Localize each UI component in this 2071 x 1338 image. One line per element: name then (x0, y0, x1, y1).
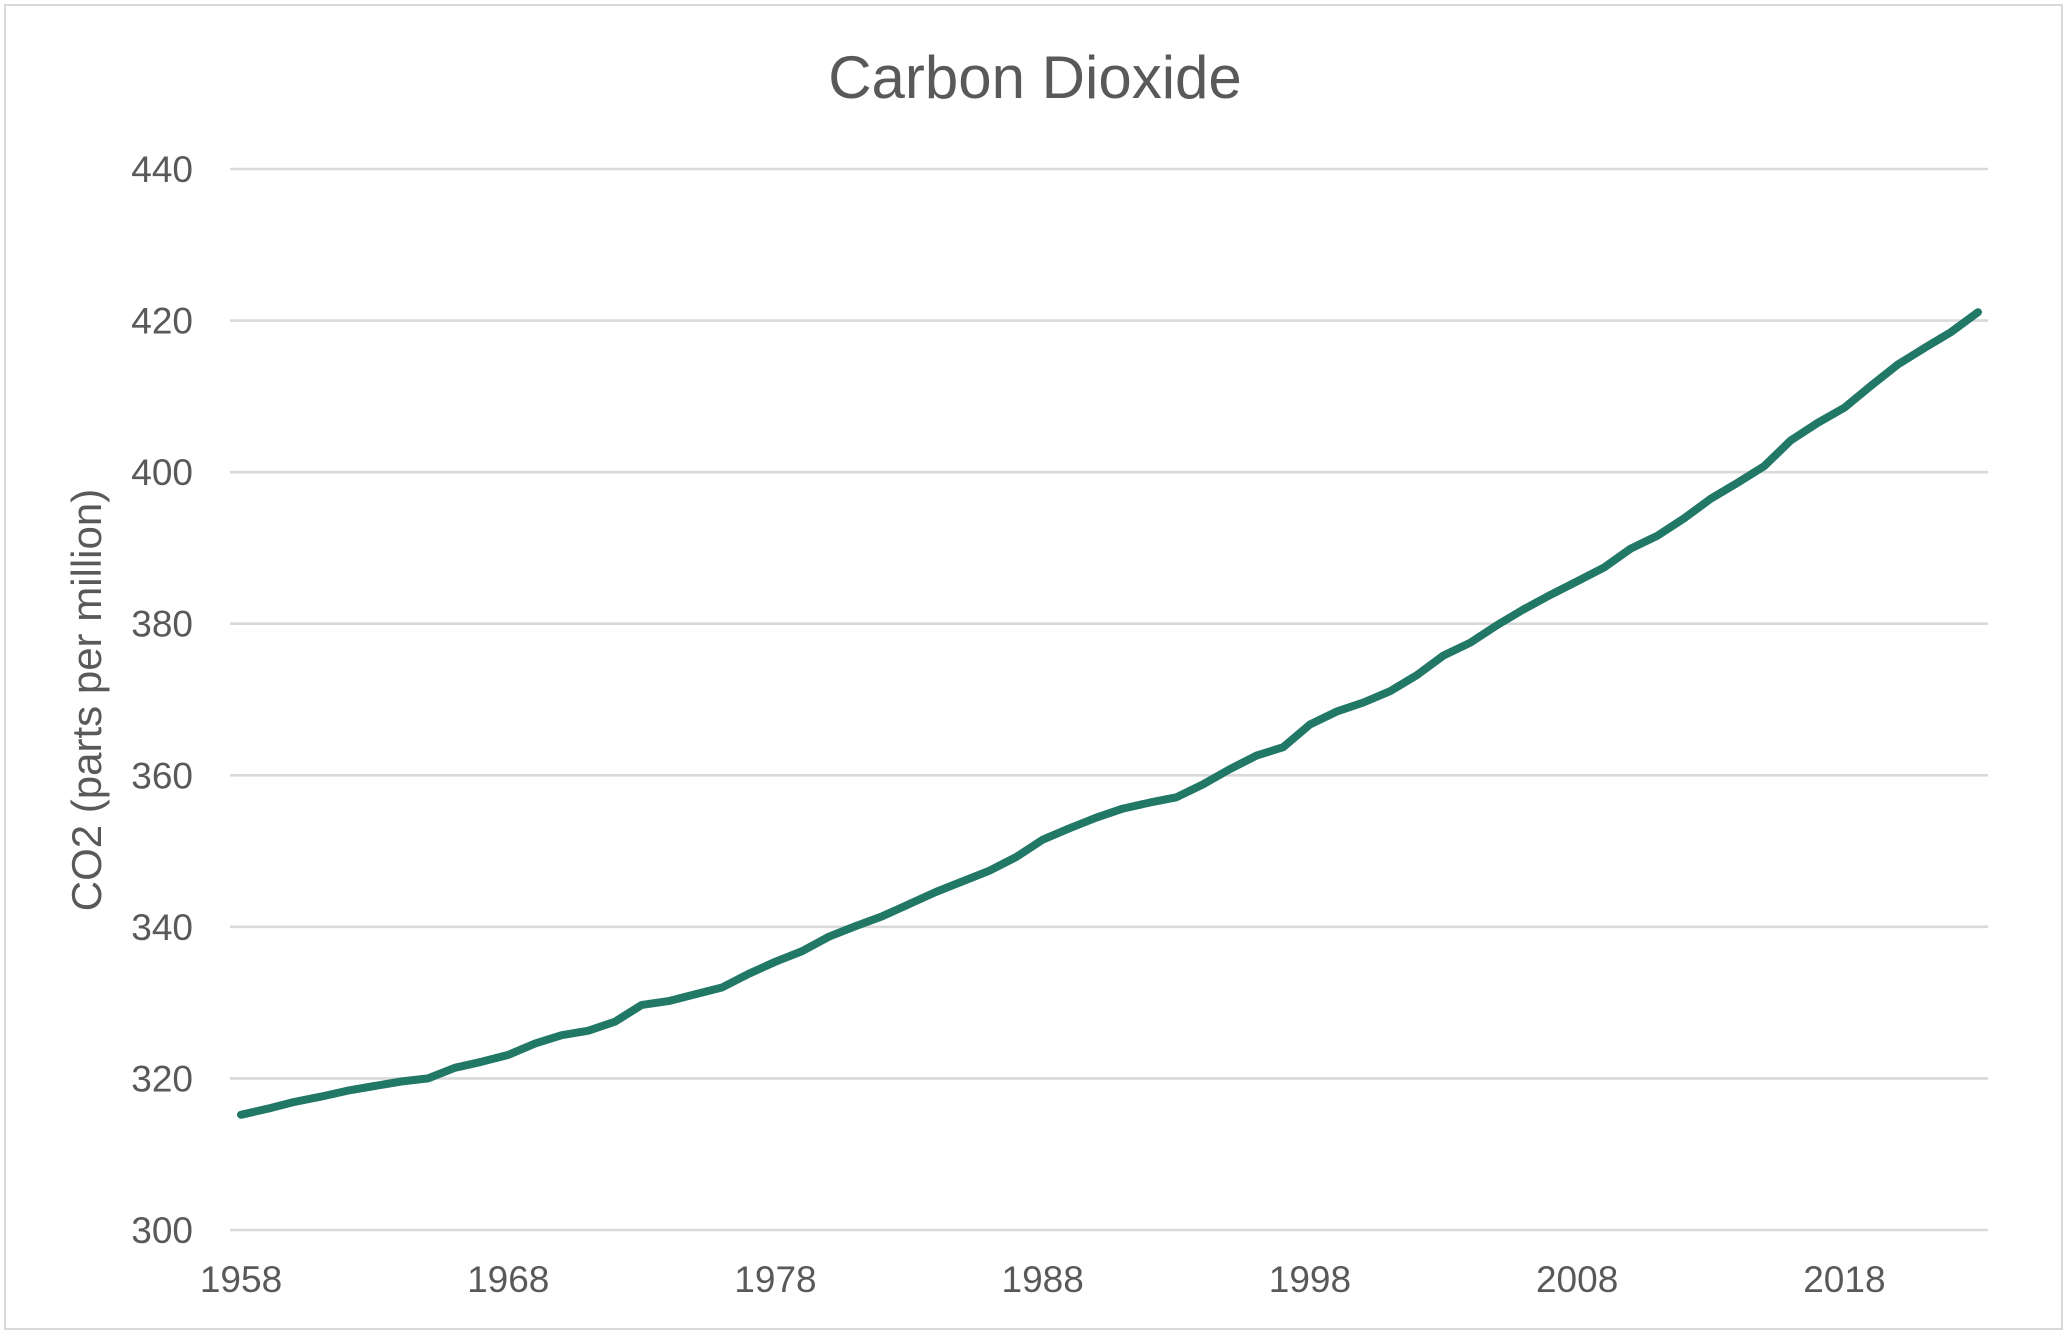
y-tick-label: 320 (131, 1058, 193, 1099)
chart-title: Carbon Dioxide (828, 44, 1242, 111)
gridlines (230, 167, 1988, 1232)
x-tick-label: 2018 (1803, 1259, 1885, 1300)
chart-frame (4, 4, 2063, 1330)
y-axis-title: CO2 (parts per million) (63, 489, 110, 911)
y-tick-label: 360 (131, 755, 193, 796)
y-tick-label: 440 (131, 149, 193, 190)
x-tick-label: 1988 (1002, 1259, 1084, 1300)
x-tick-label: 1998 (1269, 1259, 1351, 1300)
y-tick-label: 340 (131, 907, 193, 948)
y-tick-label: 420 (131, 301, 193, 342)
x-tick-label: 1968 (467, 1259, 549, 1300)
x-tick-label: 1978 (734, 1259, 816, 1300)
y-tick-label: 400 (131, 452, 193, 493)
x-axis-tick-labels: 1958 1968 1978 1988 1998 2008 2018 (200, 1259, 1886, 1300)
x-tick-label: 2008 (1536, 1259, 1618, 1300)
series-layer (237, 308, 1982, 1119)
y-tick-label: 380 (131, 604, 193, 645)
series-line-0 (237, 308, 1982, 1119)
x-tick-label: 1958 (200, 1259, 282, 1300)
y-axis-tick-labels: 300 320 340 360 380 400 420 440 (131, 149, 193, 1251)
y-tick-label: 300 (131, 1210, 193, 1251)
